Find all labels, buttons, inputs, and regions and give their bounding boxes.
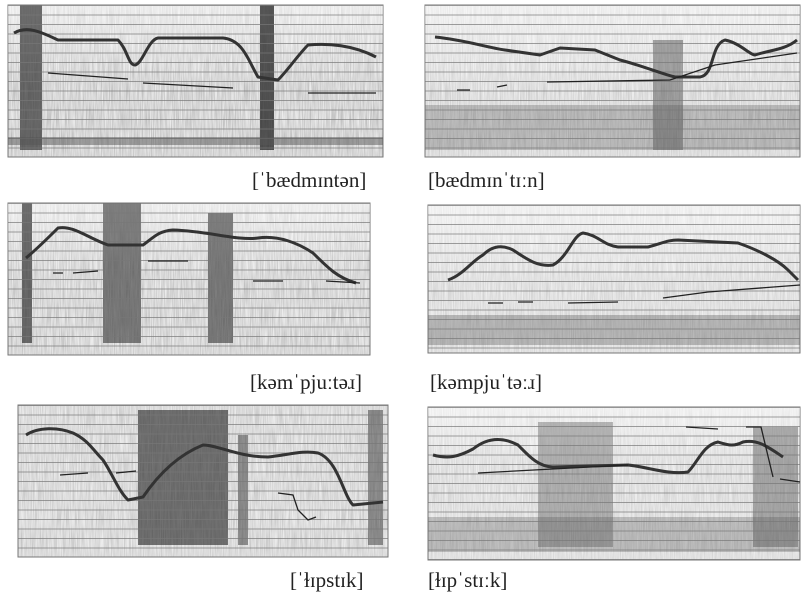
spectrogram-panel — [427, 204, 801, 354]
secondary-contour — [53, 260, 361, 284]
pitch-contour — [434, 35, 798, 79]
pitch-contour — [432, 438, 784, 475]
pitch-contour — [447, 231, 800, 282]
grid-lines — [8, 203, 370, 355]
spectrogram-panel — [427, 406, 801, 561]
secondary-contour — [59, 470, 317, 521]
secondary-contour — [477, 426, 801, 483]
caption: [ɫɪpˈstɪːk] — [428, 568, 507, 592]
caption: [bædmɪnˈtɪːn] — [428, 168, 545, 192]
caption: [ˈbædmɪntən] — [252, 168, 366, 192]
spectrogram-panel — [424, 4, 801, 158]
pitch-contour — [25, 427, 384, 507]
spectrogram-panel — [7, 202, 371, 356]
grid-lines — [18, 405, 388, 557]
grid-lines — [8, 5, 383, 157]
secondary-contour — [47, 72, 376, 94]
pitch-contour — [13, 28, 377, 82]
secondary-contour — [488, 284, 801, 304]
low-band — [8, 137, 383, 145]
pitch-contour — [25, 226, 357, 285]
caption: [kəmˈpjuːtəɹ] — [250, 370, 362, 394]
secondary-contour — [457, 52, 798, 91]
spectrogram-panel — [17, 404, 389, 558]
spectrogram-panel — [7, 4, 384, 158]
grid-lines — [428, 205, 800, 353]
grid-lines — [428, 407, 800, 560]
caption: [ˈɫɪpstɪk] — [290, 568, 364, 592]
caption: [kəmpjuˈtəːɹ] — [430, 370, 542, 394]
